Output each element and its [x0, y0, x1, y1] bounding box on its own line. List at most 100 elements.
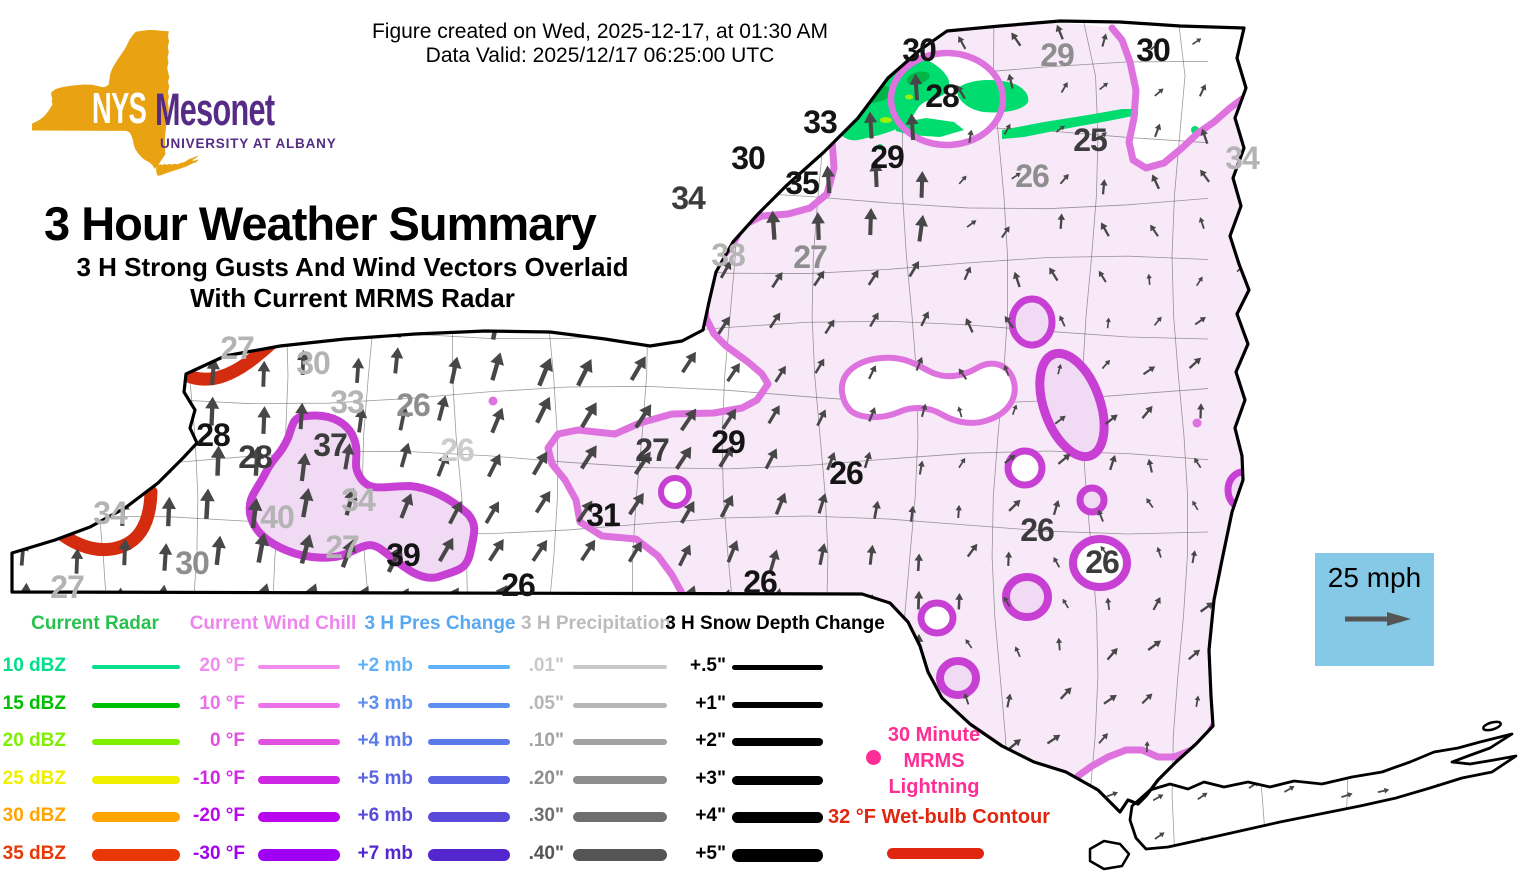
wind-arrow — [1149, 42, 1160, 51]
wind-arrow — [868, 365, 877, 380]
wind-arrow — [628, 492, 644, 516]
wind-arrow — [676, 639, 687, 661]
wind-reference-arrow-icon — [1345, 612, 1411, 626]
wind-arrow — [1057, 453, 1071, 465]
gust-label: 35 — [785, 165, 819, 201]
wind-arrow — [201, 684, 214, 709]
data-valid-text: Data Valid: 2025/12/17 06:25:00 UTC — [425, 44, 775, 67]
wind-arrow — [869, 160, 883, 188]
wind-arrow — [1141, 693, 1153, 705]
wind-arrow — [914, 553, 924, 572]
wind-arrow — [726, 362, 740, 383]
wind-arrow — [726, 540, 739, 563]
wind-arrow — [817, 543, 828, 566]
long-island-border — [1128, 732, 1518, 851]
wind-arrow — [161, 496, 177, 527]
wind-arrow — [1106, 791, 1118, 798]
wind-arrow — [630, 215, 642, 238]
wind-arrow — [680, 501, 695, 524]
gust-label: 31 — [586, 497, 620, 533]
wind-arrow — [1200, 128, 1209, 145]
wind-arrow — [769, 787, 780, 795]
gust-label: 27 — [220, 330, 254, 366]
wind-arrow — [1057, 213, 1066, 229]
gust-label: 27 — [635, 432, 669, 468]
wind-arrow — [490, 407, 505, 434]
wind-arrow — [717, 68, 732, 99]
wind-arrow — [721, 841, 733, 849]
wind-arrow — [963, 836, 975, 842]
gust-label: 26 — [829, 455, 863, 491]
wind-arrow — [1011, 834, 1023, 841]
wind-arrow — [1146, 458, 1154, 473]
wind-arrow — [966, 220, 977, 228]
page-subtitle: 3 H Strong Gusts And Wind Vectors Overla… — [40, 252, 665, 314]
windchill-cold-cell — [1012, 299, 1052, 345]
gust-label: 29 — [711, 424, 745, 460]
wind-arrow — [821, 729, 830, 747]
wind-arrow — [868, 407, 877, 422]
lightning-dot — [1192, 418, 1202, 428]
wind-arrow — [1007, 792, 1020, 799]
wind-arrow — [1004, 454, 1016, 464]
wind-arrow — [15, 220, 33, 246]
wind-arrow — [580, 539, 596, 562]
wind-arrow — [200, 488, 215, 519]
wind-arrow — [909, 73, 923, 101]
wind-arrow — [580, 727, 595, 757]
wind-arrow — [869, 312, 879, 328]
wind-arrow — [387, 734, 405, 759]
wind-arrow — [1198, 217, 1205, 229]
windchill-ring — [658, 475, 692, 509]
wind-arrow — [298, 728, 314, 751]
wind-arrow — [626, 634, 639, 657]
gust-label: 38 — [711, 237, 745, 273]
wind-arrow — [299, 488, 314, 518]
wind-arrow — [66, 788, 79, 794]
gust-label: 27 — [325, 529, 359, 565]
county-line — [12, 515, 1209, 535]
wind-arrow — [630, 122, 643, 146]
wind-arrow — [1052, 500, 1061, 516]
wind-arrow — [917, 460, 925, 475]
wind-arrow — [774, 492, 787, 515]
logo-mesonet-text: Mesonet — [155, 84, 275, 135]
wind-arrow — [955, 592, 964, 610]
wind-arrow — [776, 681, 786, 701]
wind-arrow — [1053, 557, 1061, 568]
wind-arrow — [918, 838, 931, 845]
wind-arrow — [771, 71, 786, 101]
wind-arrow — [23, 500, 36, 527]
state-border — [10, 19, 1251, 814]
wind-arrow — [1241, 604, 1254, 616]
wind-arrow — [67, 349, 83, 380]
wind-arrow — [484, 501, 500, 524]
wind-arrow — [251, 685, 266, 710]
wind-arrow — [629, 785, 642, 792]
wind-arrow — [1142, 366, 1156, 376]
lightning-line-3: Lightning — [888, 776, 980, 798]
logo-nys-text: NYS — [92, 84, 147, 133]
wind-arrow — [1237, 508, 1244, 521]
gust-label: 37 — [313, 427, 347, 463]
wind-arrow — [63, 832, 75, 839]
wind-arrow — [346, 677, 365, 703]
wind-arrow — [768, 549, 780, 573]
windchill-contour — [887, 49, 1007, 149]
wind-arrow — [817, 493, 828, 514]
wind-arrow — [908, 260, 920, 278]
wind-arrow — [158, 640, 171, 666]
wind-arrow — [299, 534, 314, 565]
wind-arrow — [820, 692, 829, 711]
windchill-ring — [1004, 447, 1046, 489]
wind-arrow — [1196, 276, 1203, 287]
wind-arrow — [205, 396, 220, 426]
gust-label: 25 — [1073, 122, 1107, 158]
wind-arrow — [299, 682, 315, 707]
wind-arrow — [297, 349, 310, 376]
gust-label: 28 — [196, 417, 230, 453]
wind-arrow — [448, 356, 462, 384]
wind-arrow — [679, 75, 692, 102]
wetbulb-legend-line — [887, 848, 984, 859]
